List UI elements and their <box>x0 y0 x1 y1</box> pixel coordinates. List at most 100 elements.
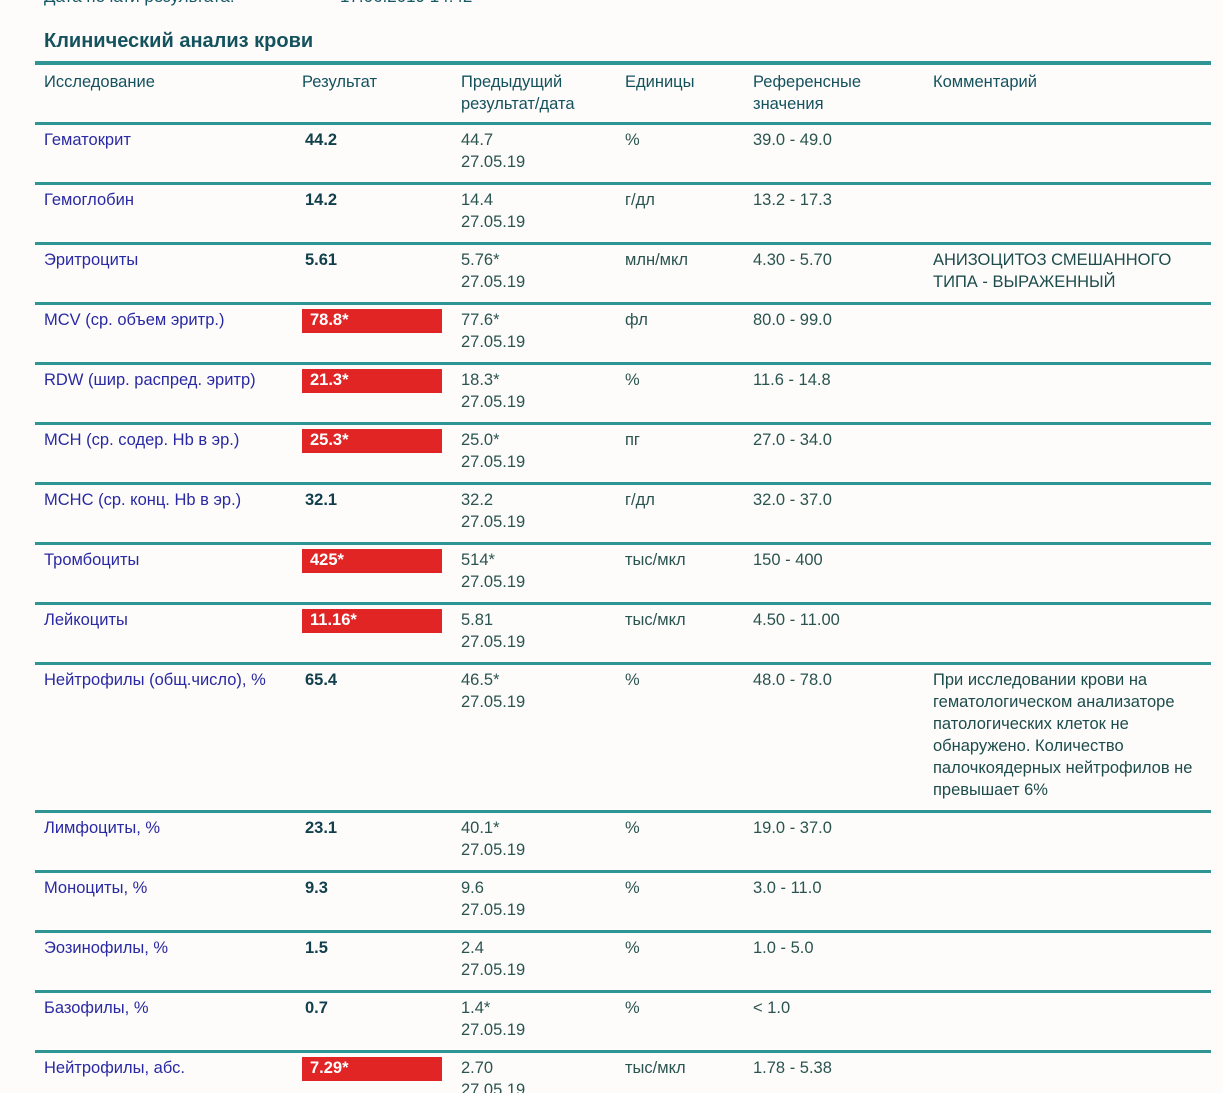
previous-date: 27.05.19 <box>461 961 526 979</box>
test-name: Моноциты, % <box>44 879 148 897</box>
table-row: MCV (ср. объем эритр.) 78.8* 77.6* 27.05… <box>35 304 1211 364</box>
reference-range: 48.0 - 78.0 <box>753 671 832 689</box>
test-name: Лейкоциты <box>44 611 128 629</box>
test-name: MCHC (ср. конц. Hb в эр.) <box>44 491 242 509</box>
units: % <box>625 879 640 897</box>
reference-range: 19.0 - 37.0 <box>753 819 832 837</box>
previous-value: 1.4* <box>461 999 491 1017</box>
previous-value: 2.4 <box>461 939 484 957</box>
previous-result: 77.6* 27.05.19 <box>461 304 625 364</box>
previous-date: 27.05.19 <box>461 693 526 711</box>
comment <box>933 872 1211 932</box>
previous-value: 40.1* <box>461 819 500 837</box>
previous-result: 2.4 27.05.19 <box>461 932 625 992</box>
header-units: Единицы <box>625 73 695 91</box>
result-value: 0.7 <box>305 999 328 1017</box>
reference-range: 27.0 - 34.0 <box>753 431 832 449</box>
table-row: MCH (ср. содер. Hb в эр.) 25.3* 25.0* 27… <box>35 424 1211 484</box>
out-of-range-flag: 78.8* <box>302 309 442 333</box>
previous-value: 32.2 <box>461 491 494 509</box>
reference-range: 11.6 - 14.8 <box>753 371 831 389</box>
previous-date: 27.05.19 <box>461 901 526 919</box>
previous-result: 9.6 27.05.19 <box>461 872 625 932</box>
test-name: MCV (ср. объем эритр.) <box>44 311 225 329</box>
previous-result: 1.4* 27.05.19 <box>461 992 625 1052</box>
comment <box>933 604 1211 664</box>
out-of-range-flag: 25.3* <box>302 429 442 453</box>
previous-value: 25.0* <box>461 431 500 449</box>
previous-result: 32.2 27.05.19 <box>461 484 625 544</box>
result-value: 65.4 <box>305 671 338 689</box>
result-value: 44.2 <box>305 131 338 149</box>
previous-result: 44.7 27.05.19 <box>461 124 625 184</box>
units: пг <box>625 431 640 449</box>
comment <box>933 544 1211 604</box>
previous-date: 27.05.19 <box>461 213 526 231</box>
previous-result: 46.5* 27.05.19 <box>461 664 625 812</box>
table-row: MCHC (ср. конц. Hb в эр.) 32.1 32.2 27.0… <box>35 484 1211 544</box>
print-date-value: 17.06.2019 14:42 <box>340 0 472 6</box>
previous-date: 27.05.19 <box>461 273 526 291</box>
test-name: Лимфоциты, % <box>44 819 161 837</box>
table-row: Эозинофилы, % 1.5 2.4 27.05.19 % 1.0 - 5… <box>35 932 1211 992</box>
comment: АНИЗОЦИТОЗ СМЕШАННОГО ТИПА - ВЫРАЖЕННЫЙ <box>933 251 1172 291</box>
units: тыс/мкл <box>625 1059 686 1077</box>
test-name: Тромбоциты <box>44 551 140 569</box>
reference-range: 80.0 - 99.0 <box>753 311 832 329</box>
previous-value: 77.6* <box>461 311 500 329</box>
result-value: 25.3* <box>302 424 461 484</box>
reference-range: 13.2 - 17.3 <box>753 191 832 209</box>
test-name: Нейтрофилы (общ.число), % <box>44 671 266 689</box>
result-value: 14.2 <box>305 191 338 209</box>
header-result: Результат <box>302 73 378 91</box>
units: фл <box>625 311 648 329</box>
table-row: Нейтрофилы (общ.число), % 65.4 46.5* 27.… <box>35 664 1211 812</box>
units: млн/мкл <box>625 251 689 269</box>
table-row: Лейкоциты 11.16* 5.81 27.05.19 тыс/мкл 4… <box>35 604 1211 664</box>
result-value: 425* <box>302 544 461 604</box>
result-value: 5.61 <box>305 251 338 269</box>
previous-date: 27.05.19 <box>461 393 526 411</box>
test-name: Гемоглобин <box>44 191 134 209</box>
previous-date: 27.05.19 <box>461 1081 526 1093</box>
units: тыс/мкл <box>625 611 686 629</box>
reference-range: 4.30 - 5.70 <box>753 251 832 269</box>
table-row: Моноциты, % 9.3 9.6 27.05.19 % 3.0 - 11.… <box>35 872 1211 932</box>
test-name: Гематокрит <box>44 131 131 149</box>
units: % <box>625 371 640 389</box>
reference-range: 150 - 400 <box>753 551 823 569</box>
results-tbody: Гематокрит 44.2 44.7 27.05.19 % 39.0 - 4… <box>35 124 1211 1093</box>
previous-date: 27.05.19 <box>461 153 526 171</box>
table-row: Гемоглобин 14.2 14.4 27.05.19 г/дл 13.2 … <box>35 184 1211 244</box>
table-row: Лимфоциты, % 23.1 40.1* 27.05.19 % 19.0 … <box>35 812 1211 872</box>
previous-result: 5.81 27.05.19 <box>461 604 625 664</box>
reference-range: 1.0 - 5.0 <box>753 939 814 957</box>
comment <box>933 484 1211 544</box>
units: % <box>625 939 640 957</box>
print-date-row: Дата печати результата:17.06.2019 14:42 <box>44 0 472 7</box>
reference-range: < 1.0 <box>753 999 791 1017</box>
units: г/дл <box>625 191 655 209</box>
previous-value: 5.76* <box>461 251 500 269</box>
previous-date: 27.05.19 <box>461 513 526 531</box>
header-reference: Референсные значения <box>753 73 862 113</box>
comment <box>933 124 1211 184</box>
units: % <box>625 819 640 837</box>
print-date-label: Дата печати результата: <box>44 0 340 7</box>
previous-date: 27.05.19 <box>461 453 526 471</box>
previous-value: 5.81 <box>461 611 494 629</box>
result-value: 23.1 <box>305 819 338 837</box>
result-value: 9.3 <box>305 879 328 897</box>
previous-result: 18.3* 27.05.19 <box>461 364 625 424</box>
results-table-header: Исследование Результат Предыдущий резуль… <box>35 63 1211 124</box>
previous-result: 2.70 27.05.19 <box>461 1052 625 1093</box>
out-of-range-flag: 11.16* <box>302 609 442 633</box>
result-value: 78.8* <box>302 304 461 364</box>
units: % <box>625 671 640 689</box>
comment <box>933 304 1211 364</box>
table-row: Тромбоциты 425* 514* 27.05.19 тыс/мкл 15… <box>35 544 1211 604</box>
reference-range: 3.0 - 11.0 <box>753 879 822 897</box>
previous-result: 40.1* 27.05.19 <box>461 812 625 872</box>
previous-date: 27.05.19 <box>461 633 526 651</box>
